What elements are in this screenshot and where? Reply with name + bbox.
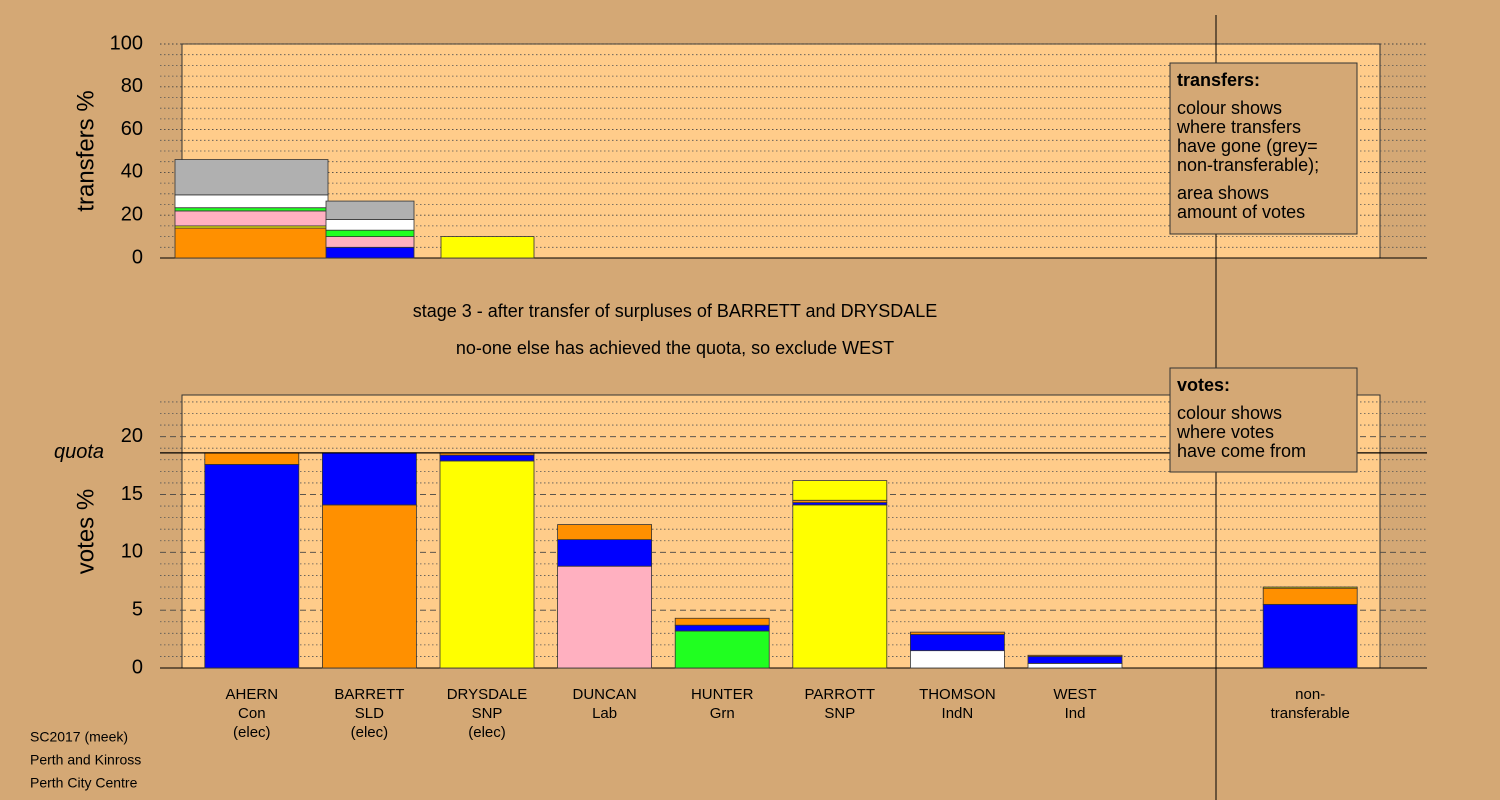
y-tick-label: 100: [110, 32, 143, 54]
x-tick-label: IndN: [942, 705, 974, 722]
bar-segment: [1027, 656, 1123, 664]
x-tick-label: Grn: [710, 705, 735, 722]
note-text: area shows: [1177, 183, 1269, 203]
bar-segment: [557, 524, 652, 540]
bar-segment: [557, 565, 652, 669]
note-box: [1169, 367, 1358, 473]
bar-segment: [325, 200, 415, 220]
stage-title: stage 3 - after transfer of surpluses of…: [413, 301, 938, 321]
x-tick-label: (elec): [233, 724, 271, 741]
y-tick-label: 40: [121, 161, 143, 183]
y-tick-label: 5: [132, 598, 143, 620]
bar-segment: [792, 504, 888, 669]
x-tick-label: AHERN: [226, 686, 279, 703]
bar-segment: [321, 452, 417, 506]
x-tick-label: BARRETT: [334, 686, 404, 703]
bar-segment: [440, 236, 535, 259]
note-text: where transfers: [1176, 117, 1301, 137]
bar-segment: [674, 630, 770, 669]
x-tick-label: (elec): [468, 724, 506, 741]
bar-segment: [439, 460, 535, 669]
y-tick-label: 80: [121, 75, 143, 97]
y-tick-label: 0: [132, 246, 143, 268]
bar-segment: [325, 236, 415, 248]
bar-segment: [1027, 654, 1123, 657]
bar-segment: [1262, 586, 1358, 589]
bar-segment: [174, 194, 329, 209]
note-text: where votes: [1176, 422, 1274, 442]
y-tick-label: 15: [121, 483, 143, 505]
y-axis-label: votes %: [72, 489, 99, 574]
bar-segment: [174, 210, 329, 227]
bar-segment: [1262, 603, 1358, 669]
bar-segment: [439, 454, 535, 462]
x-tick-label: DUNCAN: [573, 686, 637, 703]
x-tick-label: SNP: [824, 705, 855, 722]
bar-segment: [174, 159, 329, 196]
x-tick-label: PARROTT: [805, 686, 876, 703]
x-tick-label: SLD: [355, 705, 384, 722]
bar-segment: [910, 631, 1005, 635]
bar-segment: [204, 464, 300, 669]
x-tick-label: HUNTER: [691, 686, 754, 703]
x-tick-label: (elec): [351, 724, 389, 741]
y-tick-label: 0: [132, 656, 143, 678]
bar-segment: [325, 219, 415, 231]
note-text: non-transferable);: [1177, 155, 1319, 175]
y-tick-label: 60: [121, 118, 143, 140]
x-tick-label: THOMSON: [919, 686, 996, 703]
bar-segment: [174, 227, 329, 259]
y-tick-label: 20: [121, 425, 143, 447]
bar-segment: [321, 504, 417, 669]
x-tick-label: Ind: [1065, 705, 1086, 722]
bar-segment: [910, 634, 1005, 652]
note-text: amount of votes: [1177, 202, 1305, 222]
y-axis-label: transfers %: [72, 90, 99, 211]
quota-label: quota: [54, 441, 104, 463]
bar-segment: [792, 480, 888, 501]
footer: SC2017 (meek): [30, 729, 128, 745]
x-tick-label: DRYSDALE: [447, 686, 528, 703]
footer: Perth City Centre: [30, 775, 138, 791]
bar-segment: [557, 539, 652, 567]
bar-segment: [910, 650, 1005, 669]
note-heading: transfers:: [1177, 70, 1260, 90]
bar-segment: [325, 229, 415, 237]
note-box: [1169, 62, 1358, 235]
bar-segment: [674, 617, 770, 626]
bar-segment: [1027, 662, 1123, 669]
x-tick-label: Lab: [592, 705, 617, 722]
footer: Perth and Kinross: [30, 752, 141, 768]
y-tick-label: 20: [121, 203, 143, 225]
note-text: have gone (grey=: [1177, 136, 1318, 156]
x-tick-label: Con: [238, 705, 266, 722]
y-tick-label: 10: [121, 541, 143, 563]
note-text: colour shows: [1177, 98, 1282, 118]
x-tick-label: non-: [1295, 686, 1325, 703]
bar-segment: [1262, 587, 1358, 605]
x-tick-label: transferable: [1271, 705, 1350, 722]
stage-subtitle: no-one else has achieved the quota, so e…: [456, 338, 894, 358]
bar-segment: [674, 624, 770, 632]
bar-segment: [325, 246, 415, 259]
note-heading: votes:: [1177, 375, 1230, 395]
note-text: have come from: [1177, 441, 1306, 461]
bar-segment: [204, 452, 300, 465]
bar-segment: [174, 207, 329, 212]
x-tick-label: WEST: [1053, 686, 1096, 703]
note-text: colour shows: [1177, 403, 1282, 423]
x-tick-label: SNP: [472, 705, 503, 722]
